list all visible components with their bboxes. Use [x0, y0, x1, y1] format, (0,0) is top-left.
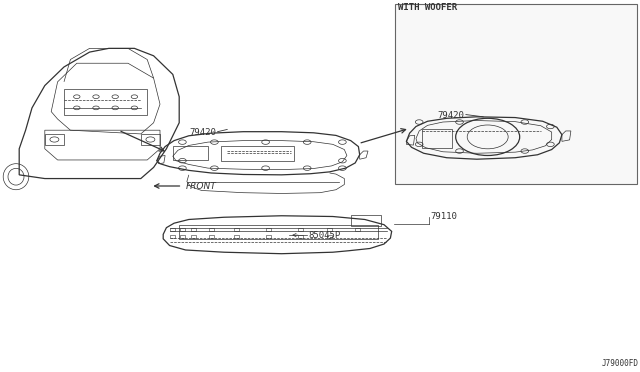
Bar	[209, 228, 214, 231]
Text: J79000FD: J79000FD	[602, 359, 639, 368]
Bar	[191, 228, 196, 231]
Bar	[180, 228, 185, 231]
Text: 79110: 79110	[430, 212, 457, 221]
Bar	[395, 4, 637, 184]
Bar	[298, 235, 303, 238]
Bar	[180, 235, 185, 238]
Bar	[191, 235, 196, 238]
Text: 79420: 79420	[438, 111, 465, 120]
Bar	[209, 235, 214, 238]
Bar	[170, 235, 175, 238]
Bar	[221, 146, 294, 161]
Bar	[355, 228, 360, 231]
Text: 79420: 79420	[189, 128, 216, 137]
Bar	[327, 235, 332, 238]
Bar	[234, 235, 239, 238]
Text: 85045P: 85045P	[308, 231, 340, 240]
Bar	[266, 235, 271, 238]
Text: WITH WOOFER: WITH WOOFER	[398, 3, 457, 12]
Bar	[173, 146, 208, 160]
Bar	[170, 228, 175, 231]
Text: FRONT: FRONT	[186, 182, 216, 190]
Bar	[422, 129, 452, 148]
Bar	[327, 228, 332, 231]
Bar	[266, 228, 271, 231]
Bar	[351, 215, 381, 226]
Bar	[298, 228, 303, 231]
Bar	[234, 228, 239, 231]
